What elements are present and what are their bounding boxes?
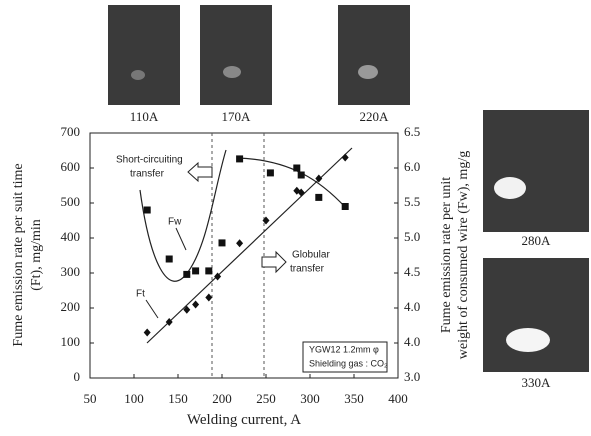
plot-frame (89, 132, 399, 379)
square-marker (341, 203, 349, 210)
square-marker (236, 155, 244, 163)
y-tick-label: 700 (61, 124, 81, 139)
square-marker (183, 270, 191, 278)
photo-label: 330A (522, 375, 552, 390)
y2-tick-label: 5.5 (404, 194, 420, 209)
annotation: Shielding gas : CO₂ (309, 358, 388, 368)
photo (483, 110, 589, 232)
x-tick-label: 250 (256, 391, 276, 406)
arc-glow (131, 70, 145, 80)
annotation: transfer (290, 264, 325, 275)
y2-axis-title: weight of consumed wire (Fw), mg/g (456, 151, 471, 359)
arc-glow (506, 328, 550, 352)
photo-label: 170A (222, 109, 252, 124)
square-marker (143, 206, 151, 214)
x-tick-label: 350 (344, 391, 364, 406)
annotation: YGW12 1.2mm φ (309, 344, 379, 354)
square-marker (297, 171, 305, 179)
y2-tick-label: 4.0 (404, 334, 420, 349)
series-label: Fw (168, 217, 182, 228)
arc-glow (223, 66, 241, 78)
arrow-right (261, 250, 287, 274)
diamond-marker (341, 153, 349, 162)
annotation: Short-circuiting (116, 155, 183, 166)
square-marker (205, 267, 213, 275)
x-tick-label: 200 (212, 391, 232, 406)
square-marker (192, 267, 200, 275)
leader (145, 299, 159, 319)
arc-glow (358, 65, 378, 79)
photo (200, 5, 272, 105)
x-tick-label: 300 (300, 391, 320, 406)
x-tick-label: 50 (84, 391, 97, 406)
annotation: Globular (292, 250, 330, 261)
annotation: transfer (130, 169, 165, 180)
y2-tick-label: 6.0 (404, 159, 420, 174)
diamond-marker (315, 174, 323, 183)
photo-label: 280A (522, 233, 552, 248)
diamond-marker (214, 272, 222, 281)
diamond-marker (205, 293, 213, 302)
x-tick-label: 100 (124, 391, 144, 406)
diamond-marker (143, 328, 151, 337)
photo (108, 5, 180, 105)
diamond-marker (262, 216, 270, 225)
x-axis-title: Welding current, A (187, 412, 301, 428)
photo-label: 110A (130, 109, 159, 124)
square-marker (315, 193, 323, 201)
legend-box (302, 341, 388, 373)
y2-tick-label: 5.0 (404, 229, 420, 244)
diamond-marker (165, 318, 173, 326)
diamond-marker (192, 300, 200, 309)
ft-trend (146, 147, 353, 344)
y2-tick-label: 6.5 (404, 124, 420, 139)
y2-tick-label: 3.0 (404, 369, 420, 384)
y-tick-label: 200 (61, 299, 81, 314)
diamond-marker (297, 188, 305, 197)
photo (338, 5, 410, 105)
square-marker (293, 164, 301, 172)
x-tick-label: 150 (168, 391, 188, 406)
y-tick-label: 300 (61, 264, 81, 279)
square-marker (218, 239, 226, 247)
square-marker (266, 169, 274, 177)
y2-tick-label: 4.0 (404, 299, 420, 314)
y-tick-label: 600 (61, 159, 81, 174)
y-tick-label: 0 (74, 369, 81, 384)
y2-axis-title: Fume emission rate per unit (439, 177, 454, 333)
series-label: Ft (136, 289, 145, 300)
photo (483, 258, 589, 372)
x-tick-label: 400 (388, 391, 408, 406)
fw-trend (237, 157, 347, 209)
y-tick-label: 500 (61, 194, 81, 209)
y-axis-title: Fume emission rate per suit time (11, 163, 26, 346)
square-marker (165, 255, 173, 263)
y-tick-label: 100 (61, 334, 81, 349)
diamond-marker (183, 305, 191, 314)
diamond-marker (236, 239, 244, 248)
arrow-left (187, 161, 213, 183)
y-axis-title: (Ft), mg/min (29, 219, 44, 291)
y-tick-label: 400 (61, 229, 81, 244)
leader (175, 227, 187, 251)
y2-tick-label: 4.5 (404, 264, 420, 279)
photo-label: 220A (360, 109, 390, 124)
arc-glow (494, 177, 526, 199)
